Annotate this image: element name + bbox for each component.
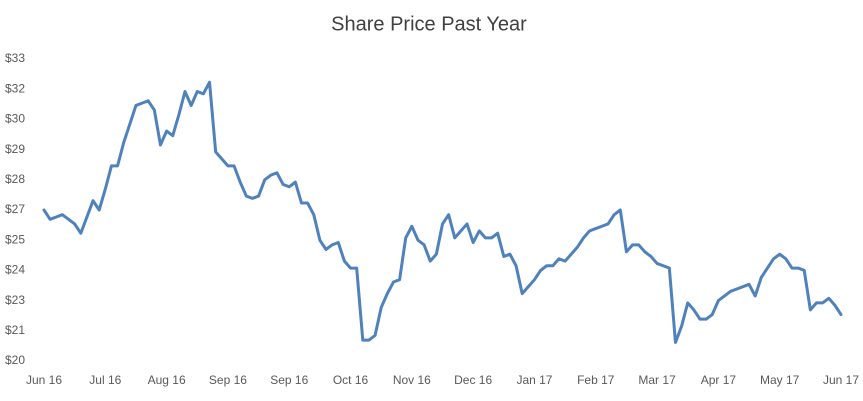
y-tick-label: $27 <box>5 202 25 216</box>
y-tick-label: $30 <box>5 112 25 126</box>
x-tick-label: May 17 <box>760 373 800 387</box>
x-tick-label: Jul 16 <box>89 373 121 387</box>
x-tick-label: Aug 16 <box>148 373 186 387</box>
y-tick-label: $20 <box>5 353 25 367</box>
y-tick-label: $28 <box>5 172 25 186</box>
y-tick-label: $32 <box>5 81 25 95</box>
x-tick-label: Oct 16 <box>333 373 369 387</box>
x-tick-label: Apr 17 <box>701 373 737 387</box>
x-tick-label: Dec 16 <box>454 373 492 387</box>
y-tick-label: $24 <box>5 263 25 277</box>
y-tick-label: $23 <box>5 293 25 307</box>
chart-title: Share Price Past Year <box>331 13 527 35</box>
x-tick-label: Sep 16 <box>270 373 308 387</box>
x-tick-label: Jun 17 <box>823 373 859 387</box>
price-line <box>42 80 843 344</box>
x-tick-label: Sep 16 <box>209 373 247 387</box>
y-tick-label: $29 <box>5 142 25 156</box>
x-tick-label: Jun 16 <box>26 373 62 387</box>
x-tick-label: Nov 16 <box>393 373 431 387</box>
y-tick-label: $21 <box>5 323 25 337</box>
y-tick-label: $25 <box>5 232 25 246</box>
x-tick-label: Mar 17 <box>638 373 676 387</box>
x-tick-label: Feb 17 <box>577 373 615 387</box>
x-tick-label: Jan 17 <box>516 373 552 387</box>
y-tick-label: $33 <box>5 51 25 65</box>
